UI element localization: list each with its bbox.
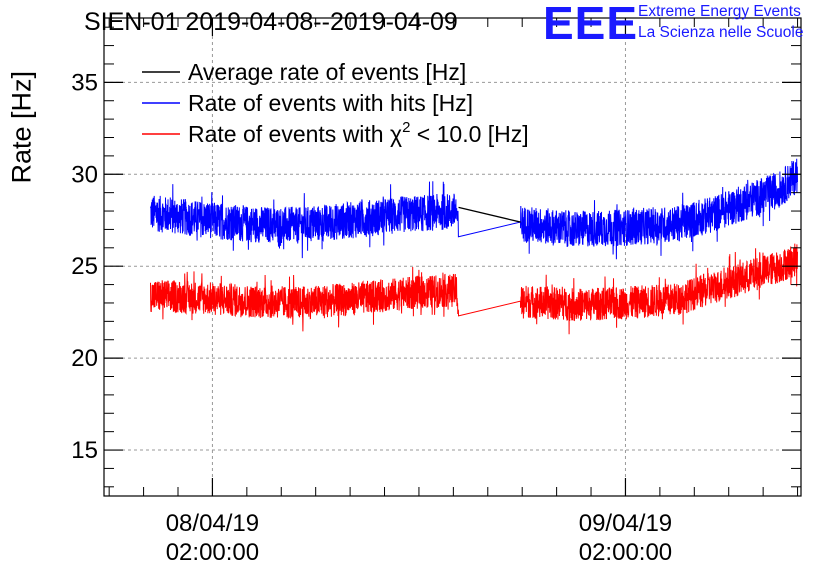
y-tick-label: 30 [71,161,98,188]
y-tick-label: 20 [71,345,98,372]
y-tick-label: 35 [71,69,98,96]
chart-title: SIEN-01 2019-04-08--2019-04-09 [84,8,458,36]
legend-label-average: Average rate of events [Hz] [188,59,466,85]
logo-line-2: La Scienza nelle Scuole [638,24,804,41]
series-line-average [458,206,521,223]
legend: Average rate of events [Hz] Rate of event… [142,59,529,147]
x-tick-label-time: 02:00:00 [166,539,259,566]
x-tick-label-date: 08/04/19 [166,510,259,537]
tick-labels: 152025303508/04/1902:00:0009/04/1902:00:… [71,69,672,566]
legend-label-chi2: Rate of events with χ2 < 10.0 [Hz] [188,119,529,147]
plot-frame [103,17,802,497]
logo-line-1: Extreme Energy Events [638,3,801,20]
axis-ticks [104,18,801,496]
legend-label-hits: Rate of events with hits [Hz] [188,90,473,116]
grid-lines [104,18,801,496]
x-tick-label-date: 09/04/19 [579,510,672,537]
series-line-hits [150,158,798,260]
data-series [150,158,798,335]
y-axis-label: Rate [Hz] [6,70,37,184]
y-tick-label: 15 [71,437,98,464]
x-tick-label-time: 02:00:00 [579,539,672,566]
series-line-chi2 [150,243,798,335]
y-tick-label: 25 [71,253,98,280]
eee-logo: EEE [543,0,639,49]
